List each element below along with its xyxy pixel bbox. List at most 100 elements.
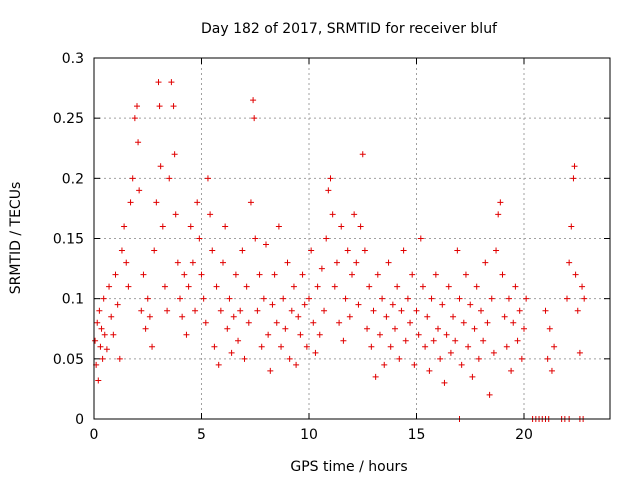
data-point [486,391,493,398]
data-point [424,313,431,320]
data-point [194,199,201,206]
data-point [185,283,192,290]
data-point [263,241,269,248]
data-point [121,223,128,230]
data-point [314,283,321,290]
data-point [469,373,476,380]
data-point [306,295,312,302]
data-point [183,331,190,338]
data-point [250,97,257,104]
plot-frame [93,57,611,420]
data-point [97,343,104,350]
data-point [241,355,248,362]
data-point [174,259,181,266]
data-point [226,295,233,302]
data-point [94,319,101,326]
y-tick-label: 0.25 [53,111,84,127]
data-point [149,343,156,350]
data-point [177,295,183,302]
data-point [200,295,207,302]
data-point [478,307,484,314]
data-point [170,103,177,110]
data-point [323,235,330,242]
data-point [514,337,521,344]
data-point [166,175,173,182]
data-point [156,103,163,110]
data-point [103,346,110,353]
data-point [297,331,304,338]
data-point [135,139,142,146]
data-point [462,271,469,278]
data-point [159,223,166,230]
data-point [548,367,555,374]
data-point [108,313,115,320]
data-point [260,295,267,302]
data-point [230,313,237,320]
data-point [202,319,209,326]
data-point [213,283,220,290]
data-point [136,187,143,194]
y-tick-labels: 0 0.05 0.1 0.15 0.2 0.25 0.3 [53,51,84,428]
chart-title: Day 182 of 2017, SRMTID for receiver blu… [201,21,498,37]
data-point [254,307,261,314]
data-point [331,283,338,290]
data-point [581,295,588,302]
data-point [493,247,500,254]
data-point [389,301,396,308]
data-point [228,349,235,356]
data-point [247,199,254,206]
data-point [576,349,583,356]
data-point [127,199,134,206]
data-point [370,307,377,314]
data-point [396,355,403,362]
data-point [265,331,272,338]
data-point [157,163,164,170]
data-point [198,271,205,278]
data-point [346,313,353,320]
data-point [503,343,510,350]
data-point [385,259,392,266]
x-tick-label: 5 [197,427,206,443]
data-point [192,307,199,314]
data-point [168,79,175,86]
data-point [574,307,581,314]
data-point [301,301,308,308]
y-tick-label: 0.15 [53,232,84,248]
data-point [129,175,136,182]
data-point [419,283,426,290]
data-point [164,307,171,314]
data-point [92,337,99,344]
data-point [359,151,366,158]
data-point [131,115,138,122]
data-point [445,283,452,290]
data-point [288,307,295,314]
data-point [245,319,252,326]
data-point [394,283,401,290]
data-point [308,247,315,254]
data-point [95,377,102,384]
data-point [417,235,424,242]
data-point [172,211,179,218]
data-point [465,343,472,350]
data-point [280,295,287,302]
data-point [413,307,420,314]
data-point [351,211,358,218]
data-point [101,331,108,338]
data-point [452,337,459,344]
data-point [321,307,328,314]
data-point [546,325,553,332]
data-point [379,295,386,302]
data-point [271,271,278,278]
y-tick-label: 0.3 [62,51,84,67]
data-point [374,271,381,278]
data-point [499,271,506,278]
data-point [497,199,504,206]
data-point [267,367,274,374]
data-point [144,295,151,302]
data-point [456,295,463,302]
data-point [353,259,360,266]
data-point [364,325,371,332]
data-point [286,355,293,362]
x-tick-label: 20 [515,427,533,443]
data-point [222,223,229,230]
